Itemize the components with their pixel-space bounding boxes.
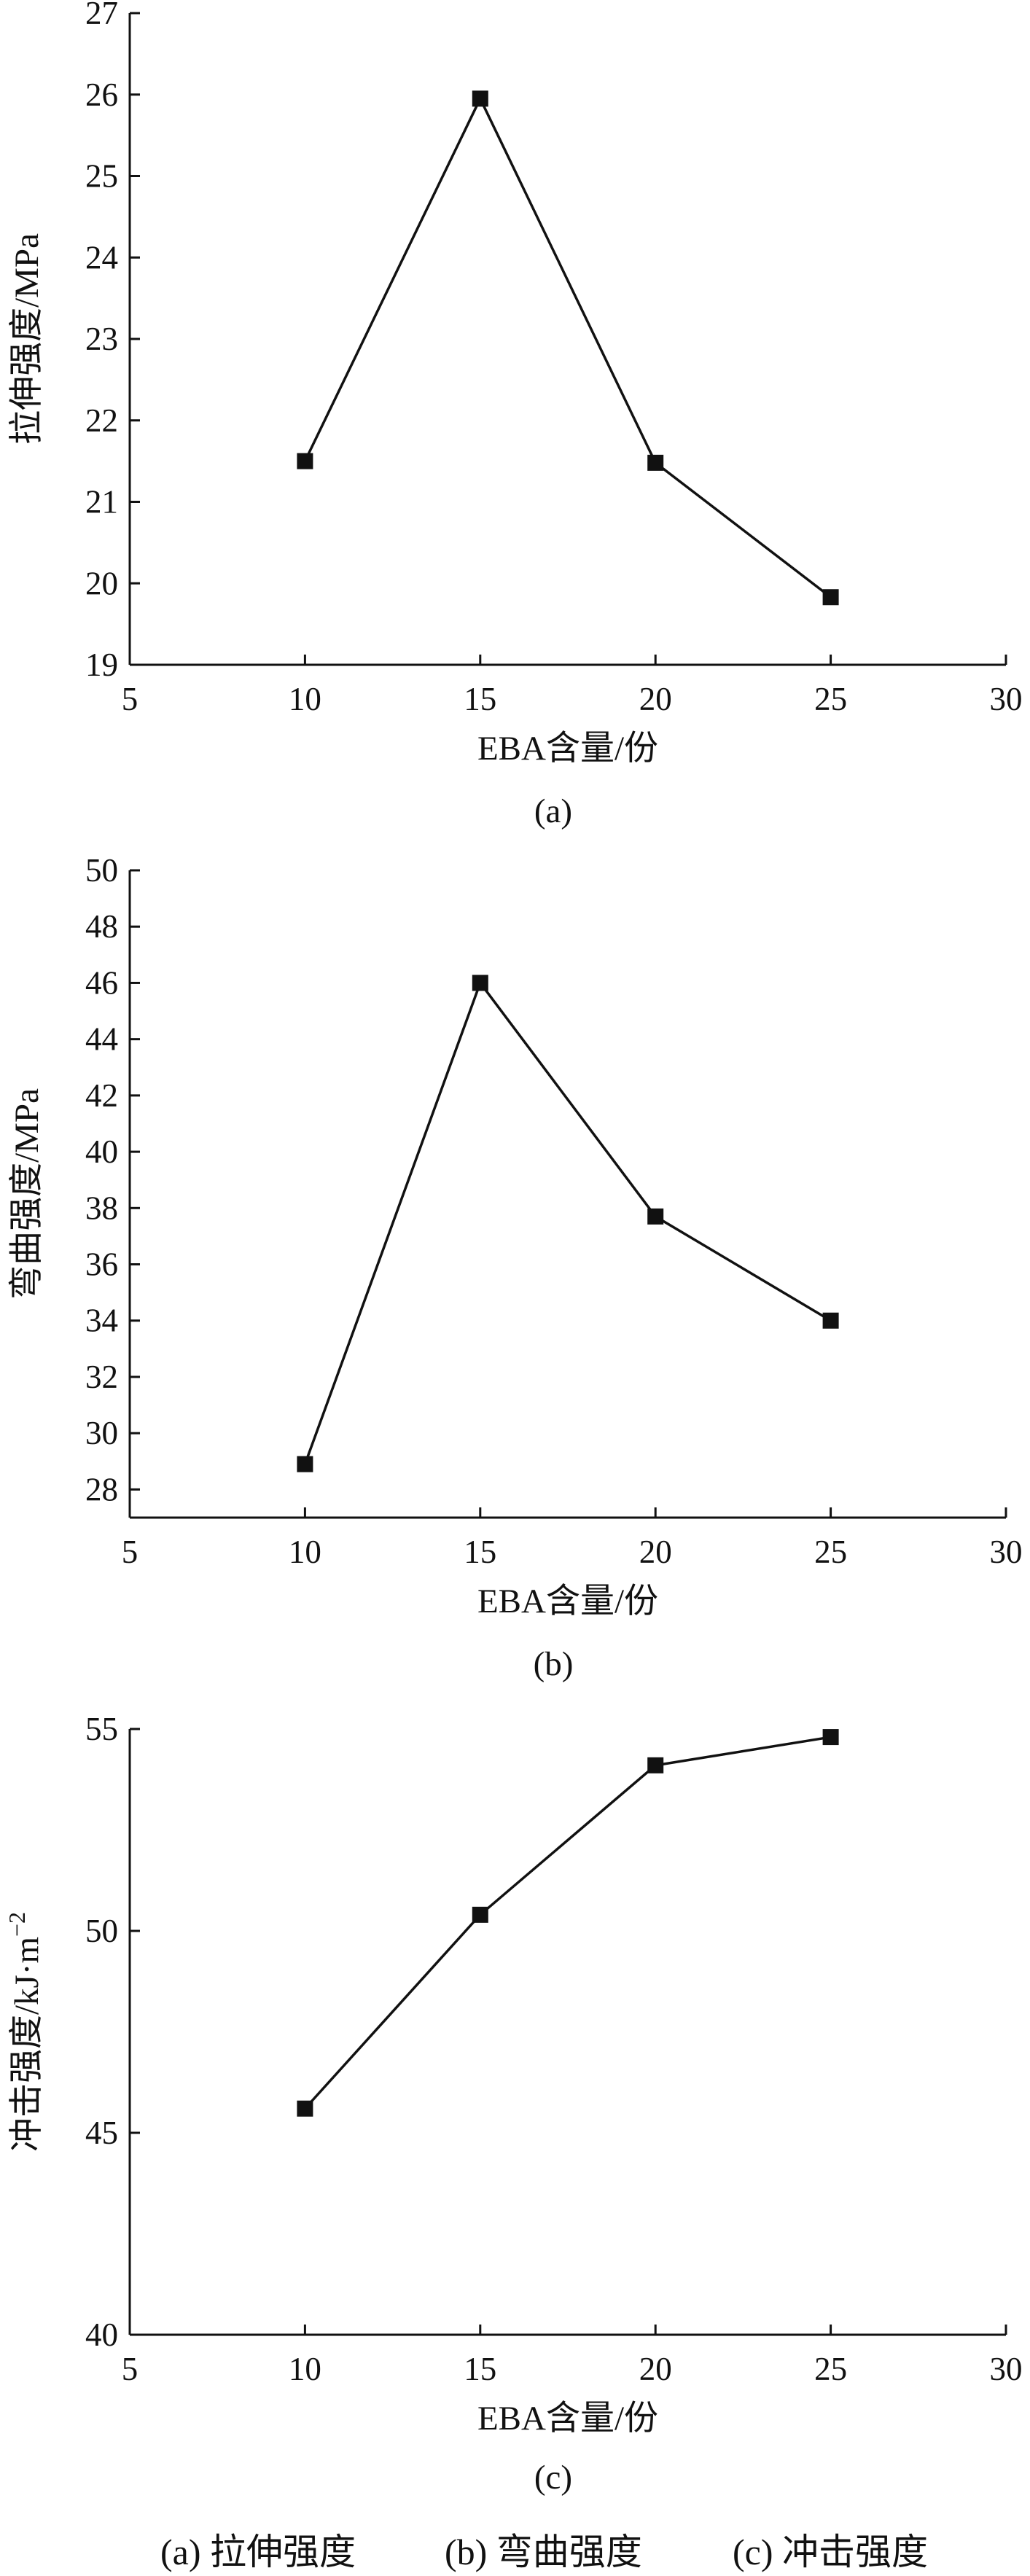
y-tick-label: 36 xyxy=(85,1246,118,1283)
x-tick-label: 25 xyxy=(814,681,847,717)
y-tick-label: 32 xyxy=(85,1359,118,1395)
x-tick-label: 20 xyxy=(639,681,672,717)
y-tick-label: 27 xyxy=(85,0,118,31)
x-tick-label: 30 xyxy=(990,1534,1023,1570)
y-tick-label: 38 xyxy=(85,1190,118,1226)
data-point xyxy=(822,589,839,606)
x-axis-title: EBA含量/份 xyxy=(477,730,658,768)
data-point xyxy=(822,1729,839,1746)
y-tick-label: 40 xyxy=(85,1133,118,1170)
x-axis-title: EBA含量/份 xyxy=(477,1582,658,1620)
chart-panels: 5 10 15 20 25 30 19 20 21 22 23 24 25 26 27 EBA含量/份 拉伸强度… xyxy=(4,0,1023,2497)
x-tick-label: 20 xyxy=(639,2351,672,2387)
y-tick-label: 30 xyxy=(85,1415,118,1451)
data-point xyxy=(297,453,313,469)
x-tick-label: 30 xyxy=(990,2351,1023,2387)
y-tick-label: 55 xyxy=(85,1711,118,1747)
y-tick-label: 23 xyxy=(85,321,118,357)
caption-a: (a) 拉伸强度 xyxy=(160,2532,356,2572)
x-tick-label: 10 xyxy=(289,681,321,717)
y-axis-title: 冲击强度/kJ·m−2 xyxy=(4,1912,46,2152)
x-tick-label: 15 xyxy=(464,681,496,717)
y-tick-label: 44 xyxy=(85,1021,118,1058)
y-tick-label: 25 xyxy=(85,158,118,195)
x-tick-label: 15 xyxy=(464,2351,496,2387)
y-tick-label: 45 xyxy=(85,2115,118,2151)
data-point xyxy=(822,1312,839,1329)
series-line xyxy=(303,980,832,1465)
x-tick-label: 15 xyxy=(464,1534,496,1570)
data-point xyxy=(472,1906,488,1923)
data-point xyxy=(647,1757,664,1773)
x-tick-label: 30 xyxy=(990,681,1023,717)
series-line xyxy=(304,1736,831,2109)
caption-c: (c) 冲击强度 xyxy=(733,2532,928,2572)
y-tick-label: 42 xyxy=(85,1077,118,1114)
y-tick-label: 46 xyxy=(85,964,118,1001)
panel-label: (b) xyxy=(534,1645,574,1683)
y-tick-label: 20 xyxy=(85,565,118,601)
data-point xyxy=(297,2100,313,2117)
y-axis-title: 弯曲强度/MPa xyxy=(8,1088,46,1300)
y-tick-label: 22 xyxy=(85,402,118,439)
data-point xyxy=(647,1208,664,1225)
x-tick-label: 5 xyxy=(122,1534,138,1570)
chart-panel-1: 5 10 15 20 25 30 19 20 21 22 23 24 25 26 27 EBA含量/份 拉伸强度… xyxy=(8,0,1023,830)
panel-label: (a) xyxy=(534,792,572,830)
panel-label: (c) xyxy=(534,2459,572,2497)
y-tick-label: 28 xyxy=(85,1471,118,1507)
y-axis-title-superscript: −2 xyxy=(4,1912,30,1937)
y-axis-title: 拉伸强度/MPa xyxy=(8,233,46,445)
x-tick-label: 5 xyxy=(122,2351,138,2387)
x-axis-title: EBA含量/份 xyxy=(477,2400,658,2438)
data-point xyxy=(472,975,488,991)
x-tick-label: 25 xyxy=(814,2351,847,2387)
data-point xyxy=(647,454,664,471)
series-line xyxy=(303,95,832,598)
y-tick-label: 50 xyxy=(85,852,118,889)
caption-b: (b) 弯曲强度 xyxy=(445,2532,642,2572)
y-tick-label: 19 xyxy=(85,647,118,683)
y-tick-label: 40 xyxy=(85,2317,118,2353)
y-tick-label: 26 xyxy=(85,77,118,113)
data-point xyxy=(297,1456,313,1472)
chart-panel-2: 5 10 15 20 25 30 28 30 32 34 36 38 40 42 44 46 48 50 EBA含量… xyxy=(8,852,1023,1683)
x-tick-label: 20 xyxy=(639,1534,672,1570)
y-tick-label: 48 xyxy=(85,908,118,945)
x-tick-label: 5 xyxy=(122,681,138,717)
x-tick-label: 10 xyxy=(289,1534,321,1570)
figure-caption: (a) 拉伸强度 (b) 弯曲强度 (c) 冲击强度 xyxy=(160,2532,928,2572)
y-tick-label: 24 xyxy=(85,239,118,276)
x-tick-label: 25 xyxy=(814,1534,847,1570)
y-tick-label: 50 xyxy=(85,1913,118,1949)
y-tick-label: 34 xyxy=(85,1303,118,1339)
x-tick-label: 10 xyxy=(289,2351,321,2387)
data-point xyxy=(472,90,488,107)
y-tick-label: 21 xyxy=(85,484,118,520)
chart-panel-3: 5 10 15 20 25 30 40 45 50 55 EBA含量/份 冲击强度/kJ·m−2 (c) xyxy=(4,1711,1023,2497)
